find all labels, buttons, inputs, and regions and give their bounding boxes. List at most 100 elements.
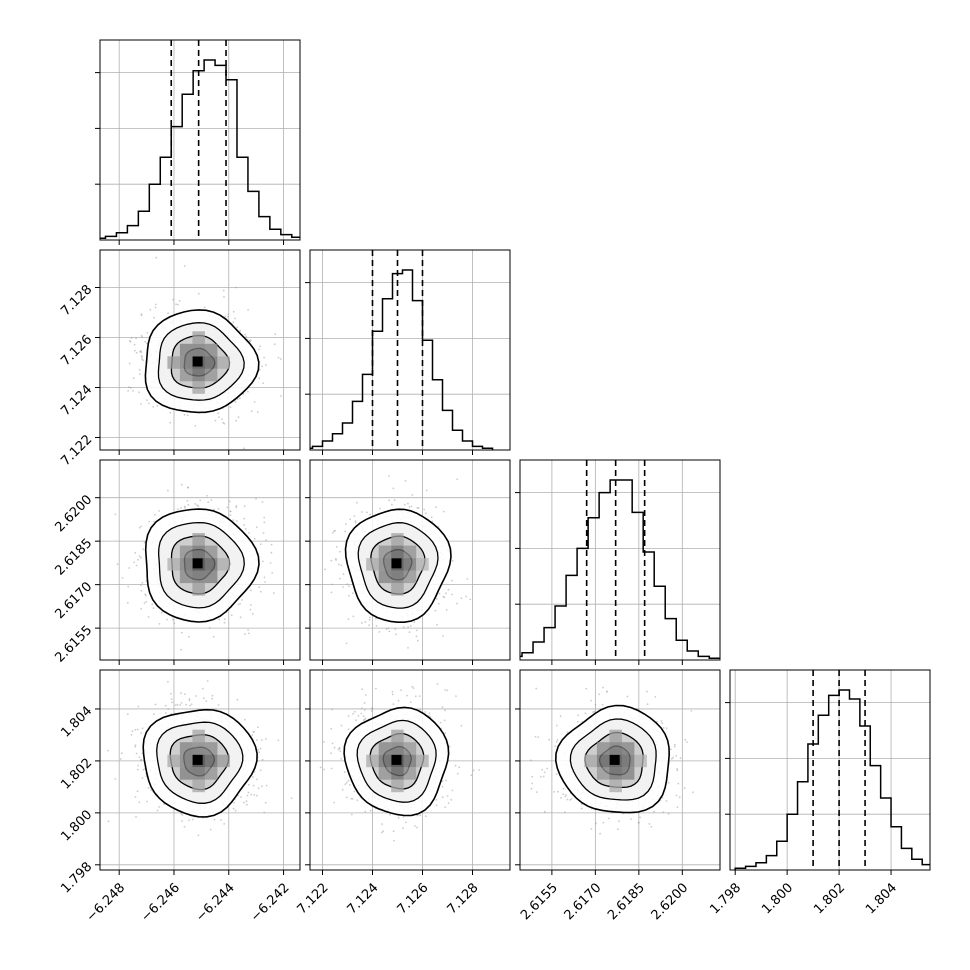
- scatter-point: [243, 505, 246, 508]
- scatter-point: [264, 801, 267, 804]
- scatter-point: [152, 607, 155, 609]
- scatter-point: [335, 559, 337, 561]
- scatter-point: [441, 780, 444, 783]
- scatter-point: [232, 807, 235, 810]
- density-cell: [204, 545, 218, 559]
- density-cell: [378, 545, 392, 559]
- scatter-point: [232, 519, 235, 522]
- scatter-point: [127, 386, 130, 388]
- density-cell: [378, 754, 392, 768]
- scatter-point: [436, 683, 439, 685]
- panel-frame: [309, 459, 511, 661]
- scatter-point: [347, 779, 350, 782]
- scatter-point: [356, 799, 359, 802]
- scatter-point: [340, 758, 343, 760]
- panel-frame: [309, 249, 511, 451]
- scatter-point: [675, 794, 678, 797]
- density-cell: [192, 570, 205, 584]
- scatter-point: [262, 560, 264, 563]
- scatter-point: [388, 499, 391, 502]
- scatter-point: [139, 373, 141, 375]
- scatter-point: [404, 503, 406, 506]
- scatter-point: [391, 690, 394, 693]
- scatter-point: [333, 801, 336, 804]
- scatter-point: [243, 801, 245, 804]
- scatter-point: [437, 602, 440, 605]
- scatter-panel-1-2: [305, 459, 511, 665]
- density-cell: [391, 533, 404, 546]
- scatter-point: [333, 746, 336, 749]
- scatter-point: [136, 790, 139, 793]
- scatter-point: [223, 296, 225, 298]
- scatter-point: [154, 513, 156, 516]
- scatter-point: [305, 577, 307, 579]
- density-cell: [403, 754, 417, 768]
- scatter-point: [252, 776, 254, 778]
- density-cell: [179, 368, 193, 382]
- scatter-point: [435, 598, 438, 600]
- scatter-point: [126, 713, 129, 716]
- scatter-point: [382, 830, 384, 833]
- scatter-point: [363, 709, 366, 711]
- scatter-point: [371, 708, 374, 710]
- scatter-point: [261, 785, 263, 788]
- scatter-point: [172, 298, 174, 301]
- scatter-point: [141, 581, 144, 584]
- scatter-point: [146, 332, 149, 334]
- scatter-point: [406, 694, 408, 697]
- scatter-point: [128, 567, 131, 569]
- scatter-point: [424, 711, 427, 713]
- scatter-point: [135, 564, 138, 567]
- scatter-point: [253, 537, 256, 540]
- scatter-point: [441, 785, 444, 788]
- scatter-point: [264, 581, 266, 583]
- density-cell: [192, 583, 205, 596]
- scatter-point: [630, 818, 632, 820]
- scatter-point: [133, 343, 136, 346]
- scatter-point: [269, 562, 272, 564]
- density-cell: [204, 570, 218, 584]
- scatter-point: [134, 796, 137, 798]
- histogram-panel-2: [515, 459, 721, 665]
- scatter-point: [548, 738, 551, 741]
- density-peak: [391, 754, 402, 765]
- y-tick-label: 7.124: [58, 382, 95, 419]
- scatter-point: [243, 517, 246, 520]
- scatter-point: [140, 355, 143, 357]
- scatter-point: [455, 695, 457, 697]
- scatter-point: [270, 543, 273, 546]
- scatter-point: [258, 586, 261, 588]
- scatter-point: [140, 351, 143, 354]
- scatter-point: [138, 526, 141, 529]
- scatter-point: [478, 769, 481, 771]
- scatter-point: [554, 745, 557, 747]
- scatter-point: [194, 503, 197, 505]
- y-tick-label: 2.6170: [53, 579, 96, 622]
- scatter-point: [171, 701, 174, 704]
- density-cell: [192, 368, 205, 382]
- scatter-point: [259, 747, 262, 750]
- scatter-point: [344, 530, 347, 533]
- x-tick-label: 7.128: [445, 880, 482, 917]
- scatter-point: [210, 499, 213, 501]
- scatter-point: [347, 715, 350, 717]
- scatter-point: [448, 745, 451, 748]
- scatter-point: [392, 830, 395, 833]
- scatter-point: [541, 768, 543, 771]
- scatter-point: [246, 794, 249, 797]
- scatter-point: [249, 339, 252, 341]
- scatter-point: [585, 687, 588, 690]
- scatter-point: [424, 512, 427, 515]
- scatter-point: [243, 718, 246, 721]
- scatter-point: [407, 646, 409, 649]
- scatter-point: [412, 687, 415, 689]
- scatter-point: [149, 308, 152, 311]
- scatter-point: [451, 560, 454, 562]
- scatter-point: [397, 816, 400, 819]
- scatter-point: [229, 510, 232, 513]
- y-tick-label: 1.798: [58, 860, 95, 897]
- scatter-point: [388, 630, 391, 633]
- x-tick-label: 7.126: [395, 880, 432, 917]
- scatter-point: [218, 618, 221, 621]
